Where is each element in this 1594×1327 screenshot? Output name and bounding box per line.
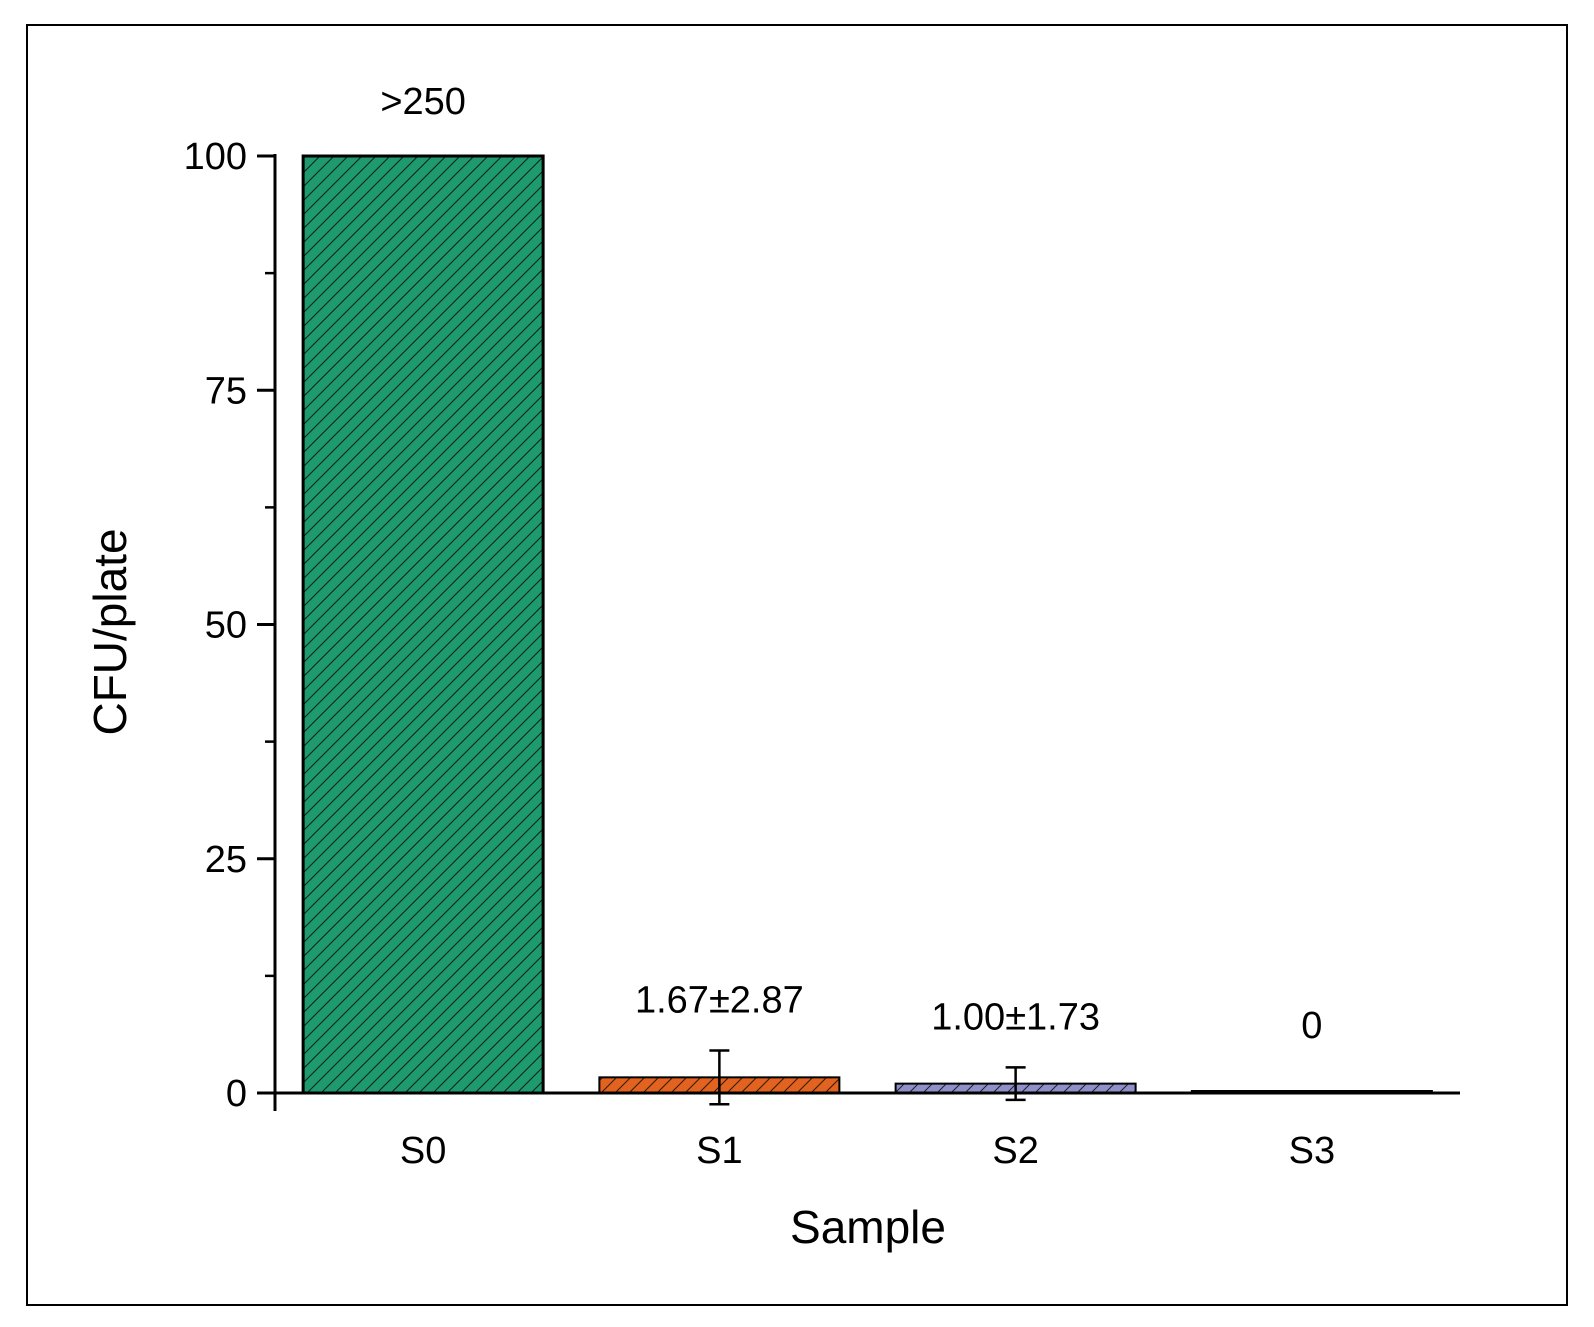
y-tick-label: 75 — [205, 370, 247, 412]
y-tick-label: 50 — [205, 605, 247, 647]
x-axis-title: Sample — [790, 1201, 946, 1253]
y-tick-label: 0 — [226, 1073, 247, 1115]
data-label-s0: >250 — [380, 81, 466, 123]
axes-layer — [257, 154, 1460, 1111]
error-bars-layer — [709, 1049, 1026, 1106]
x-tick-label-s3: S3 — [1289, 1130, 1335, 1172]
labels-layer: >250 S0 1.67±2.87 S1 1.00±1.73 S2 0 S3 0 25 50 75 10… — [184, 81, 1336, 1172]
y-tick-label: 100 — [184, 136, 247, 178]
bar-s0 — [301, 154, 545, 1095]
data-label-s2: 1.00±1.73 — [931, 996, 1100, 1038]
x-tick-label-s0: S0 — [400, 1130, 446, 1172]
x-tick-label-s1: S1 — [696, 1130, 742, 1172]
x-tick-label-s2: S2 — [992, 1130, 1038, 1172]
data-label-s3: 0 — [1301, 1005, 1322, 1047]
bars-layer — [301, 154, 1433, 1095]
y-tick-label: 25 — [205, 839, 247, 881]
error-bar-s1 — [709, 1049, 730, 1106]
data-label-s1: 1.67±2.87 — [635, 979, 804, 1021]
y-axis-title: CFU/plate — [84, 528, 136, 735]
